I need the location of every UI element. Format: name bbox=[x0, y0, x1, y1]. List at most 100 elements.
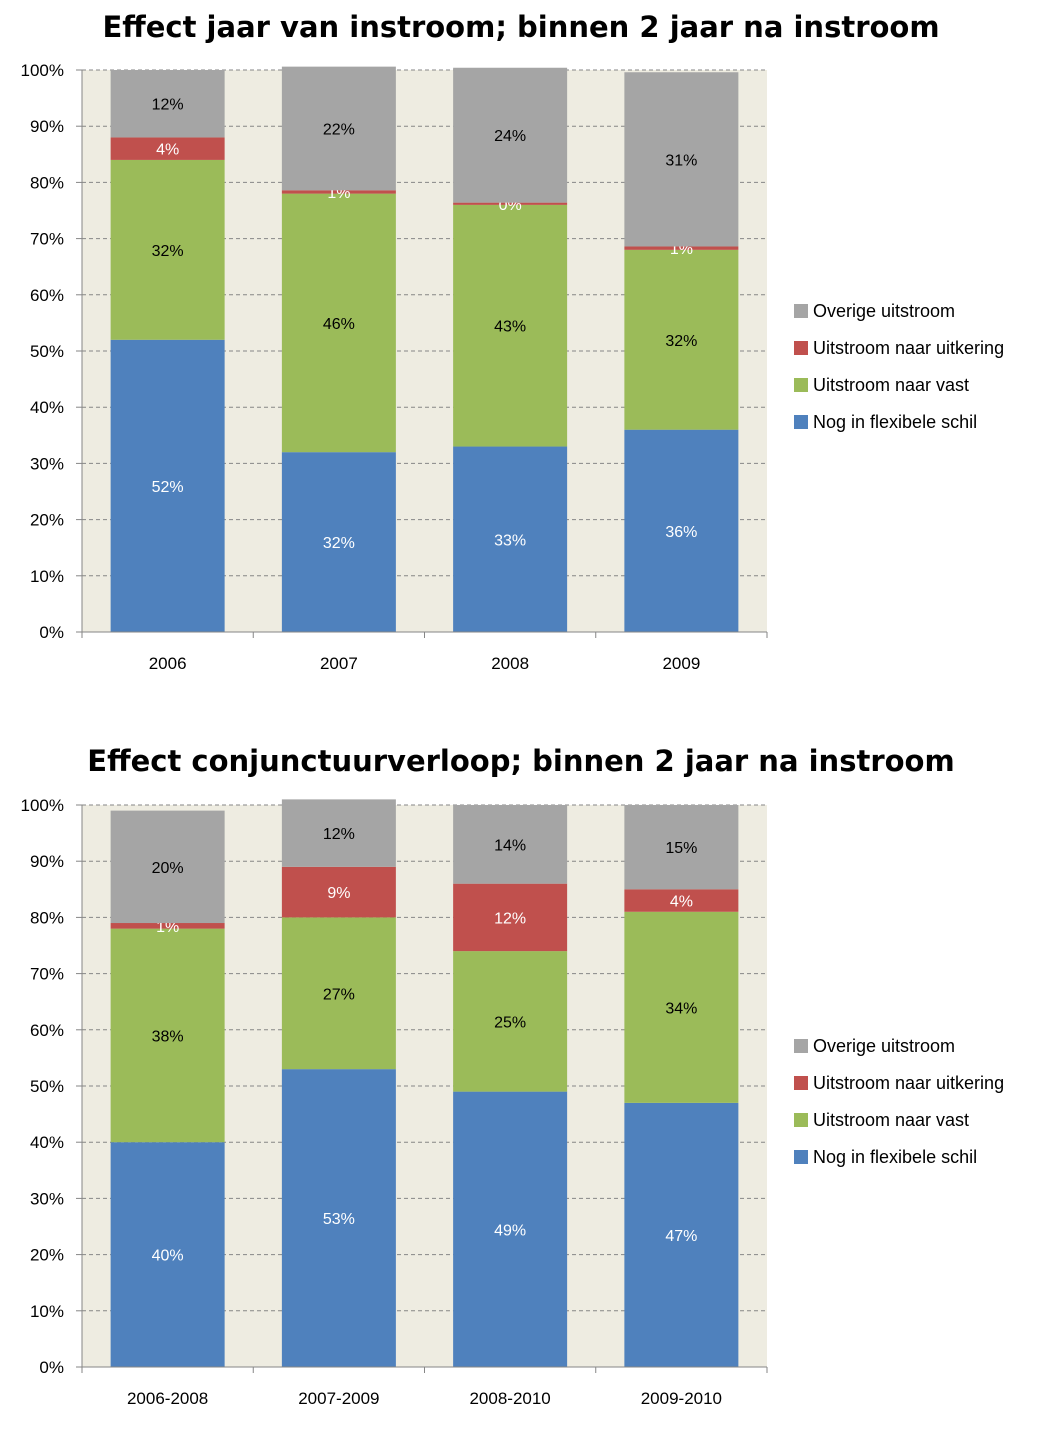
legend-label: Nog in flexibele schil bbox=[813, 1147, 977, 1167]
legend-swatch bbox=[794, 341, 808, 355]
bar-segment bbox=[110, 923, 225, 929]
y-tick-label: 80% bbox=[30, 908, 64, 927]
data-label: 46% bbox=[323, 316, 355, 333]
data-label: 25% bbox=[494, 1014, 526, 1031]
legend-swatch bbox=[794, 304, 808, 318]
y-tick-label: 50% bbox=[30, 1077, 64, 1096]
chart-conjunctuurverloop: Effect conjunctuurverloop; binnen 2 jaar… bbox=[0, 735, 1042, 1435]
chart-instroomjaar: Effect jaar van instroom; binnen 2 jaar … bbox=[0, 0, 1042, 700]
legend-swatch bbox=[794, 1113, 808, 1127]
data-label: 49% bbox=[494, 1222, 526, 1239]
bar-segment bbox=[281, 66, 396, 191]
bar-segment bbox=[624, 911, 739, 1103]
data-label: 12% bbox=[152, 97, 184, 114]
bar-segment bbox=[281, 799, 396, 867]
y-tick-label: 80% bbox=[30, 173, 64, 192]
data-label: 22% bbox=[323, 121, 355, 138]
bar-segment bbox=[281, 190, 396, 194]
y-tick-label: 30% bbox=[30, 1189, 64, 1208]
data-label: 12% bbox=[494, 910, 526, 927]
data-label: 20% bbox=[152, 860, 184, 877]
data-label: 12% bbox=[323, 826, 355, 843]
data-label: 36% bbox=[665, 524, 697, 541]
bar-segment bbox=[453, 883, 568, 952]
data-label: 33% bbox=[494, 532, 526, 549]
y-tick-label: 60% bbox=[30, 1021, 64, 1040]
bar-segment bbox=[453, 202, 568, 205]
chart-title: Effect jaar van instroom; binnen 2 jaar … bbox=[102, 10, 939, 44]
legend-label: Uitstroom naar vast bbox=[813, 1110, 969, 1130]
bar-segment bbox=[110, 1142, 225, 1367]
y-tick-label: 10% bbox=[30, 567, 64, 586]
legend-label: Nog in flexibele schil bbox=[813, 412, 977, 432]
data-label: 1% bbox=[156, 919, 179, 936]
x-tick-label: 2009 bbox=[662, 654, 700, 673]
y-tick-label: 100% bbox=[21, 796, 64, 815]
y-tick-label: 50% bbox=[30, 342, 64, 361]
data-label: 32% bbox=[323, 535, 355, 552]
y-tick-label: 0% bbox=[39, 1358, 64, 1377]
legend-label: Uitstroom naar uitkering bbox=[813, 338, 1004, 358]
y-tick-label: 40% bbox=[30, 1133, 64, 1152]
bar-segment bbox=[281, 193, 396, 453]
chart-instroomjaar-svg: Effect jaar van instroom; binnen 2 jaar … bbox=[21, 10, 1005, 673]
data-label: 32% bbox=[152, 243, 184, 260]
y-tick-label: 60% bbox=[30, 286, 64, 305]
legend-swatch bbox=[794, 1076, 808, 1090]
y-tick-label: 30% bbox=[30, 454, 64, 473]
data-label: 15% bbox=[665, 840, 697, 857]
y-tick-label: 70% bbox=[30, 965, 64, 984]
bar-segment bbox=[453, 951, 568, 1092]
bar-segment bbox=[110, 928, 225, 1143]
y-tick-label: 0% bbox=[39, 623, 64, 642]
legend-label: Overige uitstroom bbox=[813, 1036, 955, 1056]
bar-segment bbox=[624, 1102, 739, 1367]
legend-swatch bbox=[794, 415, 808, 429]
y-tick-label: 90% bbox=[30, 852, 64, 871]
data-label: 31% bbox=[665, 152, 697, 169]
bar-segment bbox=[281, 917, 396, 1070]
bar-segment bbox=[624, 72, 739, 247]
x-tick-label: 2006 bbox=[149, 654, 187, 673]
x-tick-label: 2006-2008 bbox=[127, 1389, 208, 1405]
data-label: 4% bbox=[670, 894, 693, 911]
y-tick-label: 70% bbox=[30, 230, 64, 249]
bar-segment bbox=[453, 1091, 568, 1367]
data-label: 24% bbox=[494, 128, 526, 145]
bar-segment bbox=[453, 446, 568, 632]
x-tick-label: 2007 bbox=[320, 654, 358, 673]
bar-segment bbox=[624, 889, 739, 912]
chart-title: Effect conjunctuurverloop; binnen 2 jaar… bbox=[87, 744, 954, 778]
bar-segment bbox=[453, 67, 568, 203]
y-tick-label: 20% bbox=[30, 1246, 64, 1265]
x-tick-label: 2008-2010 bbox=[469, 1389, 550, 1405]
bar-segment bbox=[453, 805, 568, 884]
bar-segment bbox=[624, 805, 739, 890]
chart-conjunctuurverloop-svg: Effect conjunctuurverloop; binnen 2 jaar… bbox=[21, 744, 1005, 1405]
data-label: 32% bbox=[665, 333, 697, 350]
data-label: 27% bbox=[323, 986, 355, 1003]
data-label: 40% bbox=[152, 1248, 184, 1265]
bar-segment bbox=[110, 137, 225, 160]
bar-segment bbox=[110, 70, 225, 138]
legend-label: Uitstroom naar uitkering bbox=[813, 1073, 1004, 1093]
y-tick-label: 20% bbox=[30, 511, 64, 530]
data-label: 9% bbox=[327, 885, 350, 902]
bar-segment bbox=[624, 246, 739, 250]
legend-swatch bbox=[794, 1039, 808, 1053]
legend-swatch bbox=[794, 378, 808, 392]
bar-segment bbox=[624, 249, 739, 430]
data-label: 52% bbox=[152, 479, 184, 496]
bar-segment bbox=[453, 204, 568, 447]
bar-segment bbox=[110, 159, 225, 340]
data-label: 38% bbox=[152, 1028, 184, 1045]
bar-segment bbox=[281, 866, 396, 918]
bar-segment bbox=[624, 429, 739, 632]
legend-label: Overige uitstroom bbox=[813, 301, 955, 321]
y-tick-label: 100% bbox=[21, 61, 64, 80]
data-label: 43% bbox=[494, 319, 526, 336]
bar-segment bbox=[281, 1069, 396, 1367]
x-tick-label: 2008 bbox=[491, 654, 529, 673]
x-tick-label: 2009-2010 bbox=[641, 1389, 722, 1405]
legend-label: Uitstroom naar vast bbox=[813, 375, 969, 395]
